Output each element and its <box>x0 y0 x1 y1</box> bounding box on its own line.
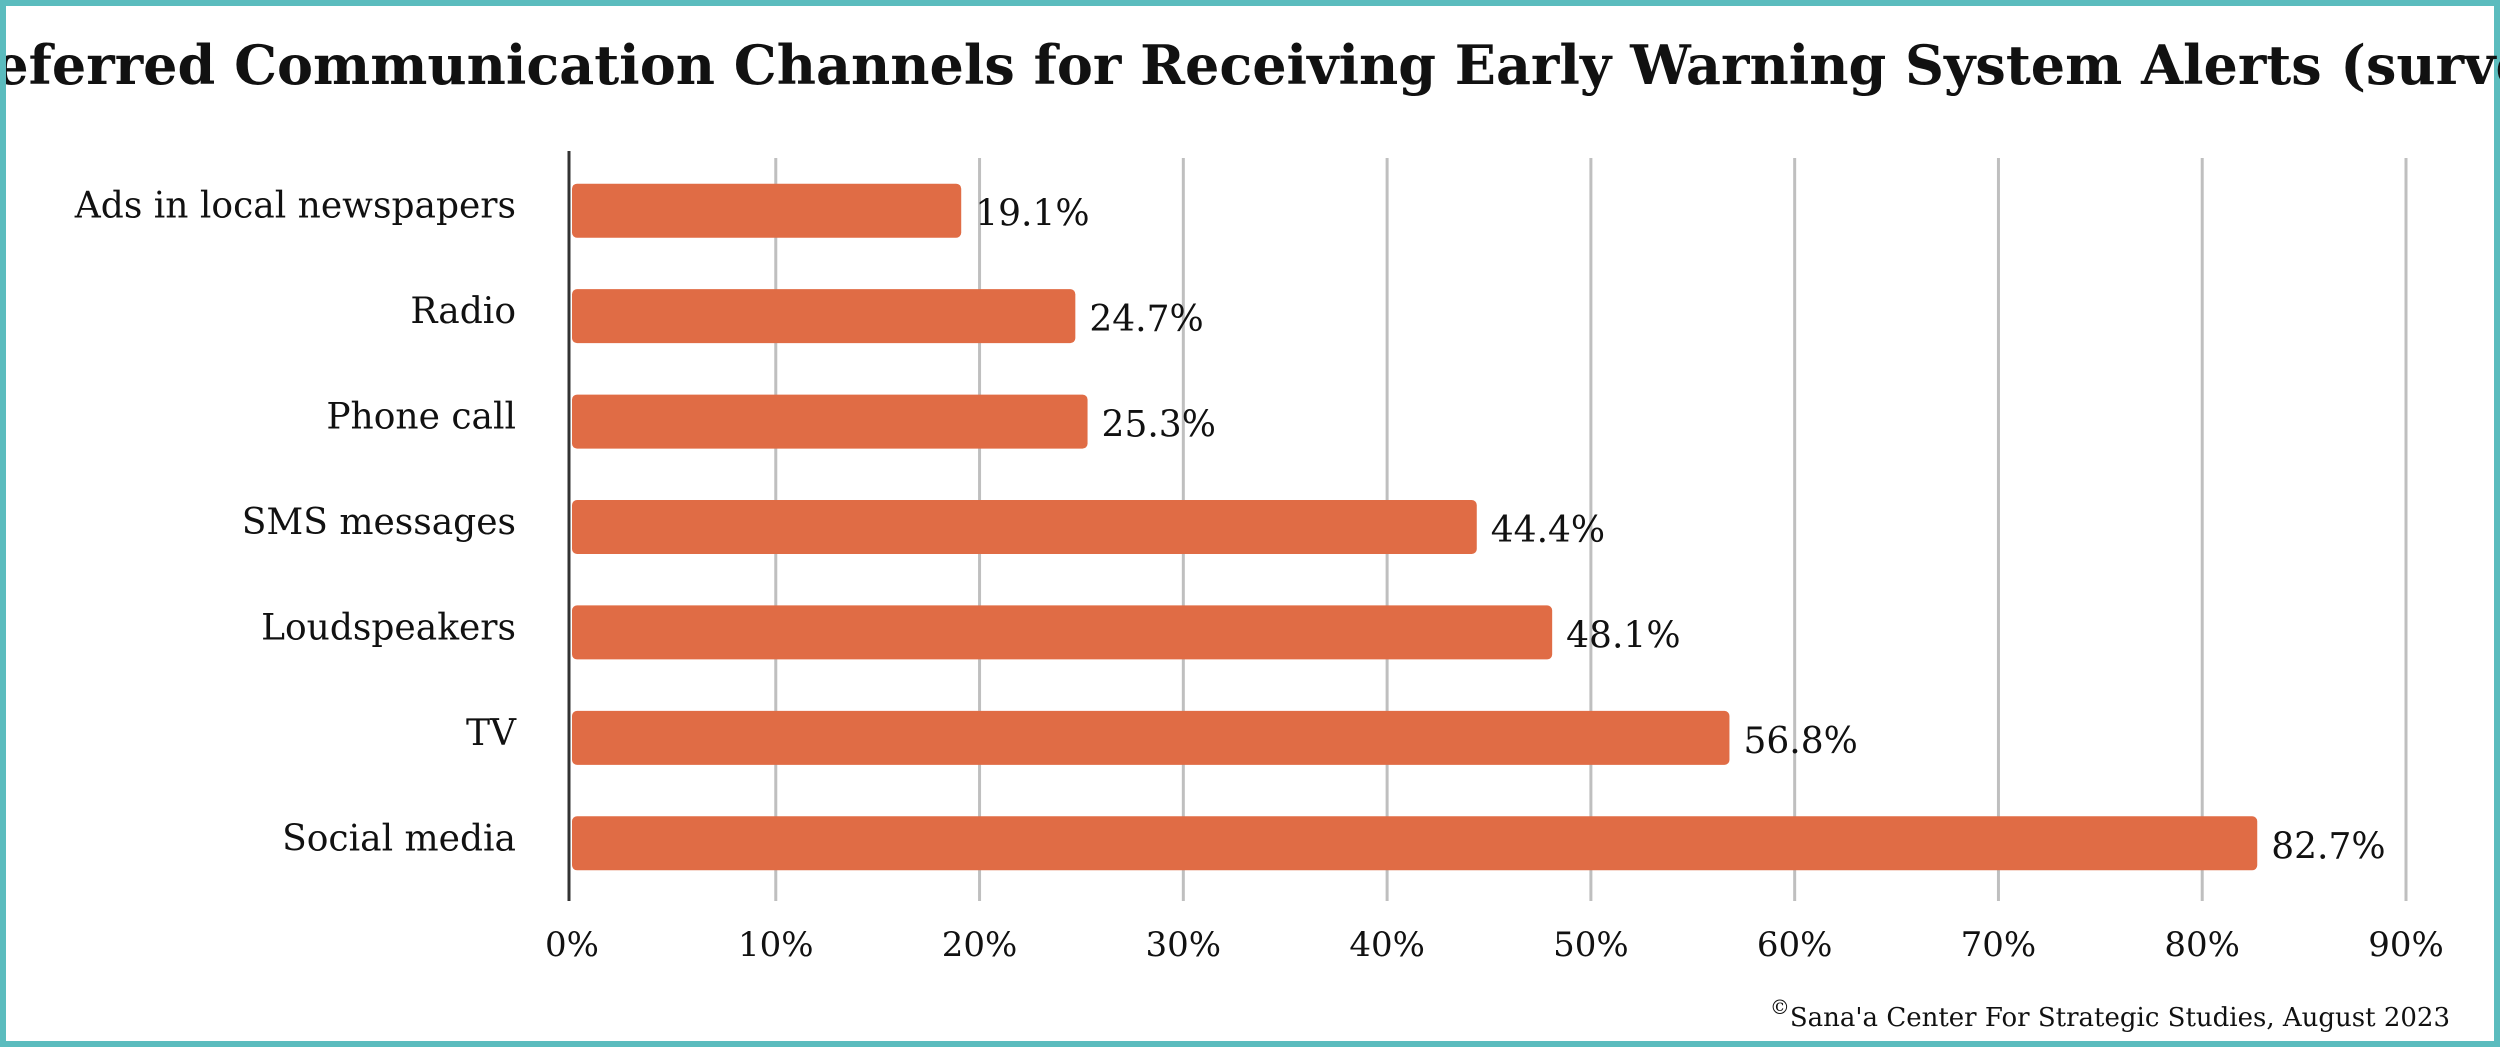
category-label: Radio <box>410 291 516 332</box>
x-tick-label: 40% <box>1349 925 1425 965</box>
chart: Preferred Communication Channels for Rec… <box>6 33 2500 1033</box>
x-tick-label: 50% <box>1553 925 1629 965</box>
category-label: Phone call <box>326 397 516 438</box>
bar <box>572 605 1553 660</box>
bar <box>572 394 1088 449</box>
x-tick-label: 90% <box>2368 925 2444 965</box>
grid-lines <box>774 158 2408 901</box>
data-label: 44.4% <box>1491 510 1605 551</box>
bars <box>572 183 2258 871</box>
category-label: Loudspeakers <box>261 607 516 648</box>
bar <box>572 500 1477 554</box>
x-tick-label: 0% <box>545 925 599 965</box>
x-tick-label: 60% <box>1757 925 1833 965</box>
x-tick-label: 10% <box>738 925 814 965</box>
x-tick-label: 20% <box>942 925 1018 965</box>
data-label: 19.1% <box>975 194 1089 235</box>
bar <box>572 289 1076 344</box>
bar <box>572 183 962 238</box>
category-label: TV <box>466 713 517 754</box>
category-label: Ads in local newspapers <box>74 186 516 227</box>
credit-text: ©Sana'a Center For Strategic Studies, Au… <box>1770 995 2450 1033</box>
x-tick-label: 30% <box>1146 925 1222 965</box>
copyright-symbol: © <box>1770 995 1790 1019</box>
category-labels: Ads in local newspapers Radio Phone call SM… <box>74 186 517 860</box>
x-tick-label: 80% <box>2164 925 2240 965</box>
x-tick-label: 70% <box>1961 925 2037 965</box>
data-label: 24.7% <box>1089 299 1203 340</box>
category-label: SMS messages <box>242 502 516 543</box>
credit-label: Sana'a Center For Strategic Studies, Aug… <box>1790 1003 2450 1033</box>
bar <box>572 816 2258 871</box>
bar <box>572 710 1730 765</box>
data-label: 56.8% <box>1743 721 1857 762</box>
category-label: Social media <box>282 818 516 859</box>
data-label: 25.3% <box>1102 405 1216 446</box>
data-label: 48.1% <box>1566 615 1680 656</box>
data-label: 82.7% <box>2271 826 2385 867</box>
chart-title: Preferred Communication Channels for Rec… <box>6 33 2500 97</box>
x-tick-labels: 0% 10% 20% 30% 40% 50% 60% 70% 80% 90% <box>545 925 2444 965</box>
data-labels: 19.1% 24.7% 25.3% 44.4% 48.1% 56.8% 82.7% <box>975 194 2385 868</box>
